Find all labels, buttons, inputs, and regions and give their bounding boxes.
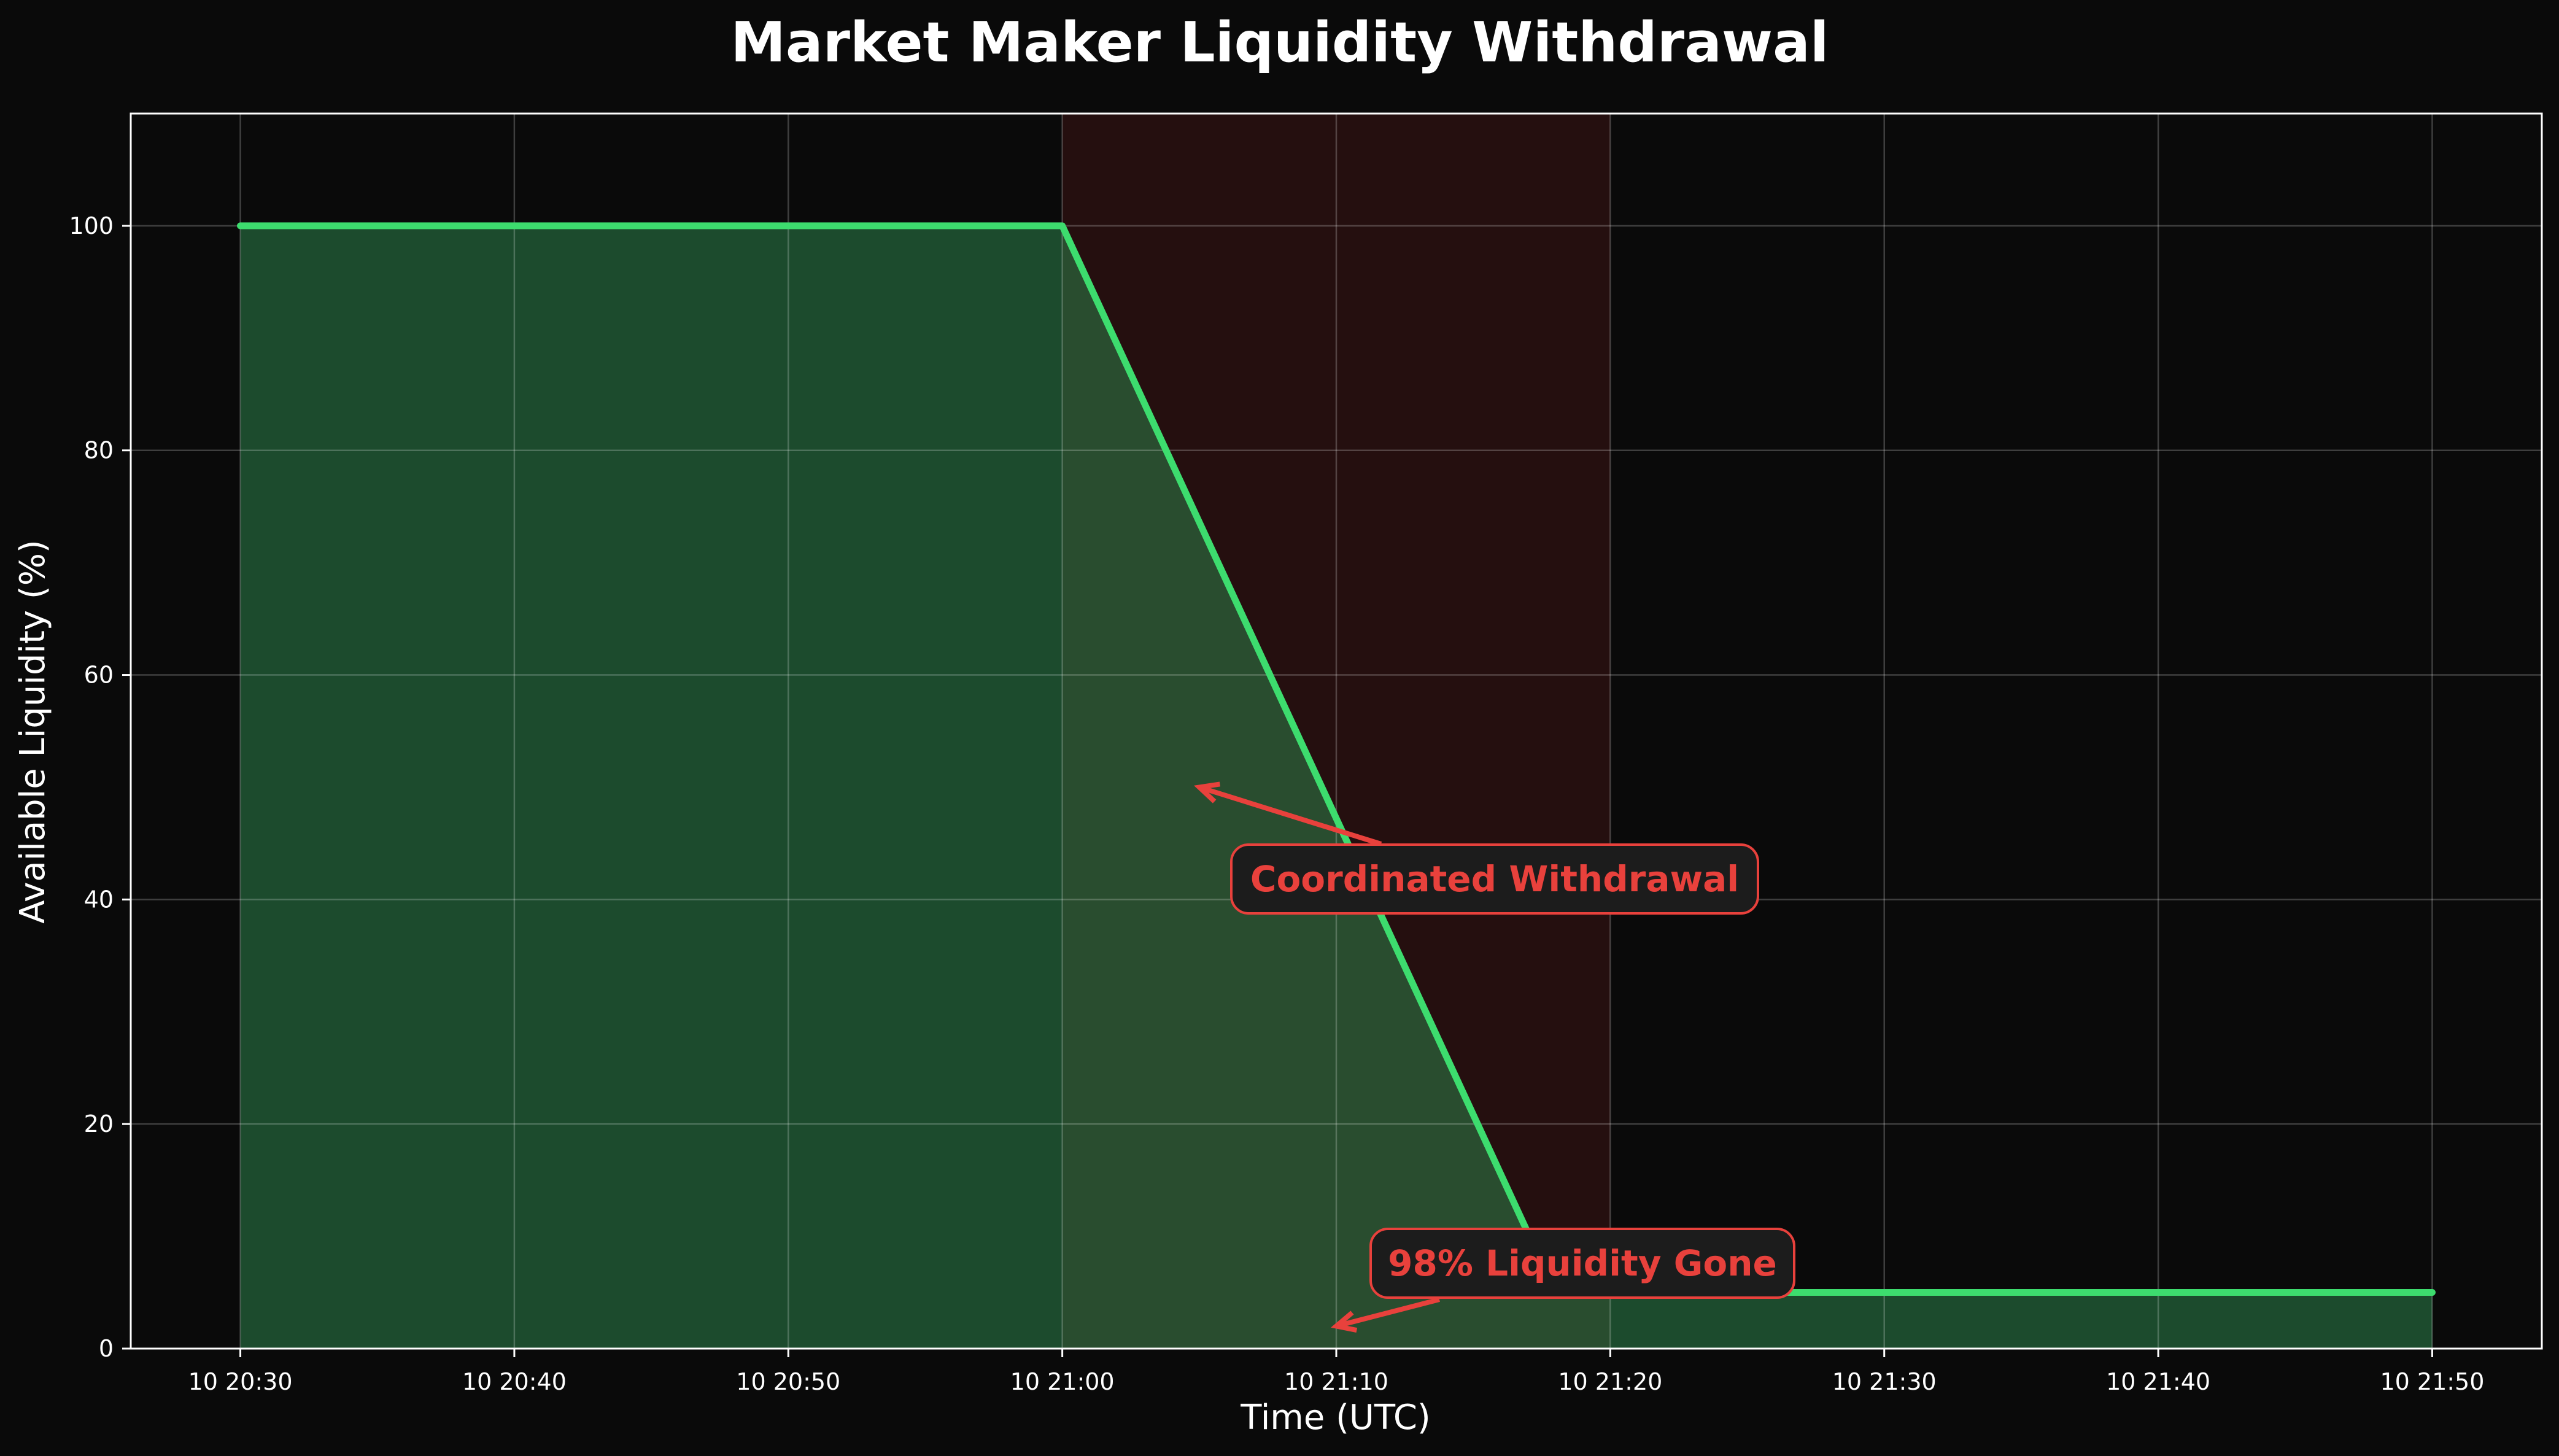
x-tick-label-4: 10 21:10	[1284, 1368, 1388, 1395]
series-line	[237, 222, 2436, 1296]
x-tick-label-5: 10 21:20	[1558, 1368, 1662, 1395]
y-tick-label-1: 20	[84, 1110, 114, 1137]
plot-area: 10 20:30 10 20:40 10 20:50 10 21:00 10 21:10…	[69, 112, 2543, 1395]
y-tick-label-0: 0	[99, 1335, 114, 1362]
x-tick-label-2: 10 20:50	[736, 1368, 840, 1395]
chart-title: Market Maker Liquidity Withdrawal	[730, 10, 1829, 75]
annotation-arrow-1	[1335, 1297, 1441, 1329]
x-tick-label-8: 10 21:50	[2380, 1368, 2484, 1395]
y-tick-label-4: 80	[84, 437, 114, 464]
y-tick-label-3: 60	[84, 662, 114, 689]
x-tick-label-1: 10 20:40	[462, 1368, 567, 1395]
annotation-label-0: Coordinated Withdrawal	[1250, 858, 1739, 900]
area-fill	[240, 225, 2433, 1349]
x-tick-label-7: 10 21:40	[2106, 1368, 2210, 1395]
annotation-label-1: 98% Liquidity Gone	[1388, 1242, 1777, 1284]
annotation-box-0	[1230, 843, 1759, 915]
x-tick-label-3: 10 21:00	[1010, 1368, 1115, 1395]
x-tick-label-6: 10 21:30	[1832, 1368, 1937, 1395]
x-axis-label: Time (UTC)	[1240, 1398, 1431, 1438]
x-tick-label-0: 10 20:30	[188, 1368, 293, 1395]
annotation-arrowhead-0	[1194, 781, 1221, 804]
y-tick-label-2: 40	[84, 886, 114, 913]
y-tick-label-5: 100	[69, 212, 114, 239]
y-axis-label: Available Liquidity (%)	[13, 540, 53, 924]
annotation-arrow-0	[1198, 784, 1382, 846]
annotation-arrowhead-1	[1331, 1311, 1358, 1333]
annotation-box-1	[1369, 1228, 1795, 1299]
